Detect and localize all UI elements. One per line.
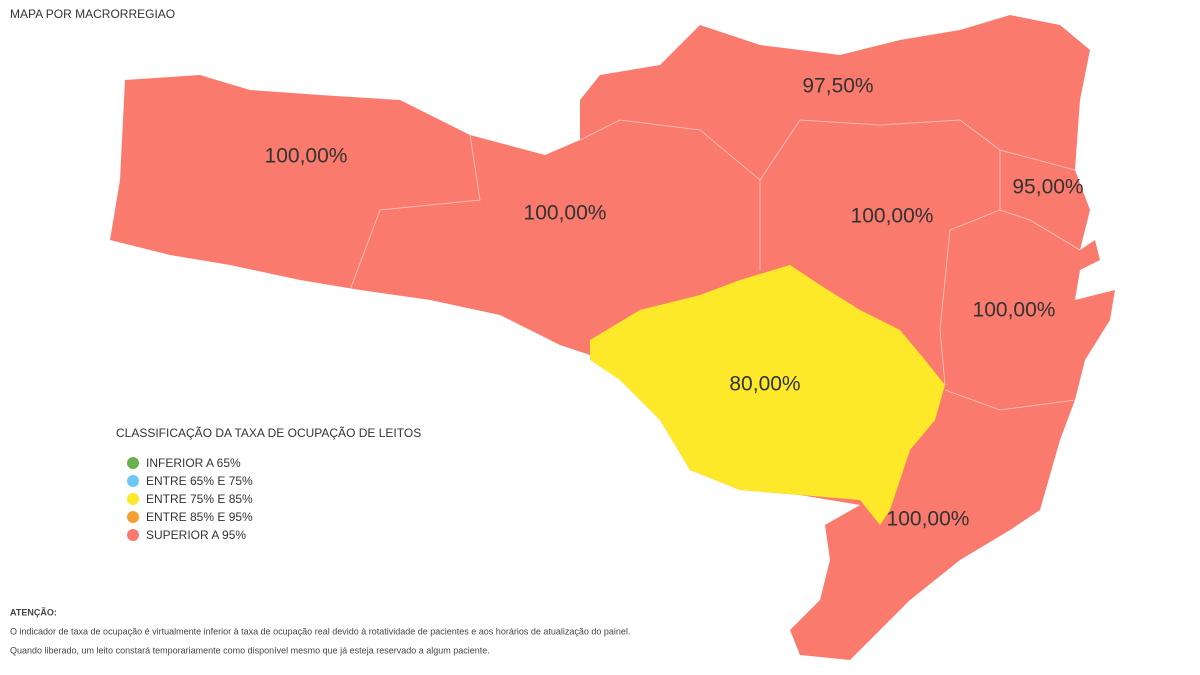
region-label: 80,00% <box>729 373 800 396</box>
region-border <box>939 150 1001 386</box>
region-border <box>759 119 1076 181</box>
legend-item: INFERIOR A 65% <box>146 456 241 470</box>
region-label: 100,00% <box>973 299 1056 322</box>
region-border <box>579 119 761 270</box>
legend-dot <box>127 529 139 541</box>
legend-item: SUPERIOR A 95% <box>146 528 246 542</box>
region-label: 97,50% <box>802 75 873 98</box>
legend-dot <box>127 511 139 523</box>
legend-item: ENTRE 75% E 85% <box>146 492 253 506</box>
title: MAPA POR MACRORREGIAO <box>10 7 175 21</box>
legend: CLASSIFICAÇÃO DA TAXA DE OCUPAÇÃO DE LEI… <box>116 426 421 542</box>
legend-dot <box>127 457 139 469</box>
notice-line: O indicador de taxa de ocupação é virtua… <box>10 626 630 636</box>
notice-line: Quando liberado, um leito constará tempo… <box>10 645 490 655</box>
region-label: 100,00% <box>265 145 348 168</box>
region-label: 100,00% <box>887 508 970 531</box>
legend-item: ENTRE 65% E 75% <box>146 474 253 488</box>
region-label: 100,00% <box>851 205 934 228</box>
map <box>110 15 1115 660</box>
legend-title: CLASSIFICAÇÃO DA TAXA DE OCUPAÇÃO DE LEI… <box>116 426 421 440</box>
notice-heading: ATENÇÃO: <box>10 607 57 617</box>
region-yellow <box>590 265 945 525</box>
legend-dot <box>127 475 139 487</box>
region-label: 95,00% <box>1012 176 1083 199</box>
region-label: 100,00% <box>524 202 607 225</box>
legend-dot <box>127 493 139 505</box>
region-border <box>999 209 1081 251</box>
notice: ATENÇÃO: O indicador de taxa de ocupação… <box>10 607 630 655</box>
legend-item: ENTRE 85% E 95% <box>146 510 253 524</box>
region-border <box>349 134 481 291</box>
region-border <box>944 389 1076 411</box>
